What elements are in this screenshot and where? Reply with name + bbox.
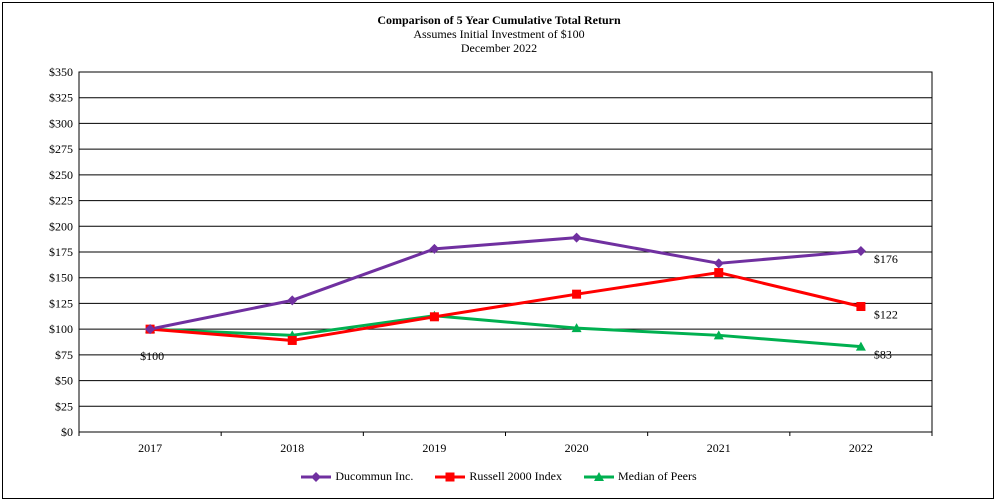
legend-item: Russell 2000 Index	[435, 469, 562, 484]
legend-label: Russell 2000 Index	[469, 469, 562, 483]
data-label: $100	[140, 349, 164, 363]
line-chart: $0 $25 $50 $75 $100 $125 $150 $175 $200 $225 $250 $…	[49, 65, 933, 455]
data-point	[714, 268, 724, 278]
y-tick-label: $75	[55, 348, 73, 362]
data-point	[145, 324, 156, 335]
y-tick-label: $150	[49, 271, 73, 285]
data-point	[287, 295, 298, 306]
data-point	[287, 335, 297, 345]
legend-label: Median of Peers	[618, 469, 697, 483]
y-tick-label: $0	[61, 425, 73, 439]
data-point	[713, 258, 724, 269]
legend-swatch	[584, 471, 614, 481]
data-point	[429, 312, 439, 322]
data-label: $83	[874, 348, 892, 362]
y-tick-label: $225	[49, 194, 73, 208]
data-point	[429, 243, 440, 254]
data-point	[713, 330, 724, 340]
chart-legend: Ducommun Inc. Russell 2000 Index Median of…	[3, 469, 995, 484]
legend-swatch	[301, 471, 332, 482]
chart-titles: Comparison of 5 Year Cumulative Total Re…	[3, 13, 995, 55]
series-line	[149, 271, 862, 342]
y-tick-label: $125	[49, 296, 73, 310]
y-tick-label: $325	[49, 91, 73, 105]
series-line	[150, 314, 862, 349]
chart-title: Comparison of 5 Year Cumulative Total Re…	[377, 13, 621, 27]
y-tick-label: $175	[49, 245, 73, 259]
data-point	[571, 232, 582, 243]
x-tick-label: 2022	[849, 441, 873, 455]
y-tick-label: $200	[49, 219, 73, 233]
data-point	[855, 341, 866, 351]
x-tick-label: 2017	[138, 441, 162, 455]
legend-item: Median of Peers	[584, 469, 697, 484]
data-point	[571, 323, 582, 333]
legend-swatch	[435, 472, 466, 481]
y-tick-label: $25	[55, 399, 73, 413]
series-line	[149, 236, 862, 331]
legend-item: Ducommun Inc.	[301, 469, 413, 484]
y-tick-label: $350	[49, 65, 73, 79]
y-tick-label: $275	[49, 142, 73, 156]
data-point	[856, 302, 866, 312]
x-tick-label: 2020	[565, 441, 589, 455]
y-tick-label: $250	[49, 168, 73, 182]
x-tick-label: 2019	[422, 441, 446, 455]
legend-label: Ducommun Inc.	[335, 469, 414, 483]
y-tick-label: $50	[55, 374, 73, 388]
x-tick-label: 2018	[280, 441, 304, 455]
data-point	[572, 289, 582, 299]
x-tick-label: 2021	[707, 441, 731, 455]
data-label: $122	[874, 308, 898, 322]
data-point	[855, 245, 866, 256]
chart-subtitle-date: December 2022	[460, 41, 538, 55]
y-tick-label: $300	[49, 116, 73, 130]
chart-subtitle: Assumes Initial Investment of $100	[413, 27, 585, 41]
y-tick-label: $100	[49, 322, 73, 336]
data-label: $176	[874, 252, 898, 266]
